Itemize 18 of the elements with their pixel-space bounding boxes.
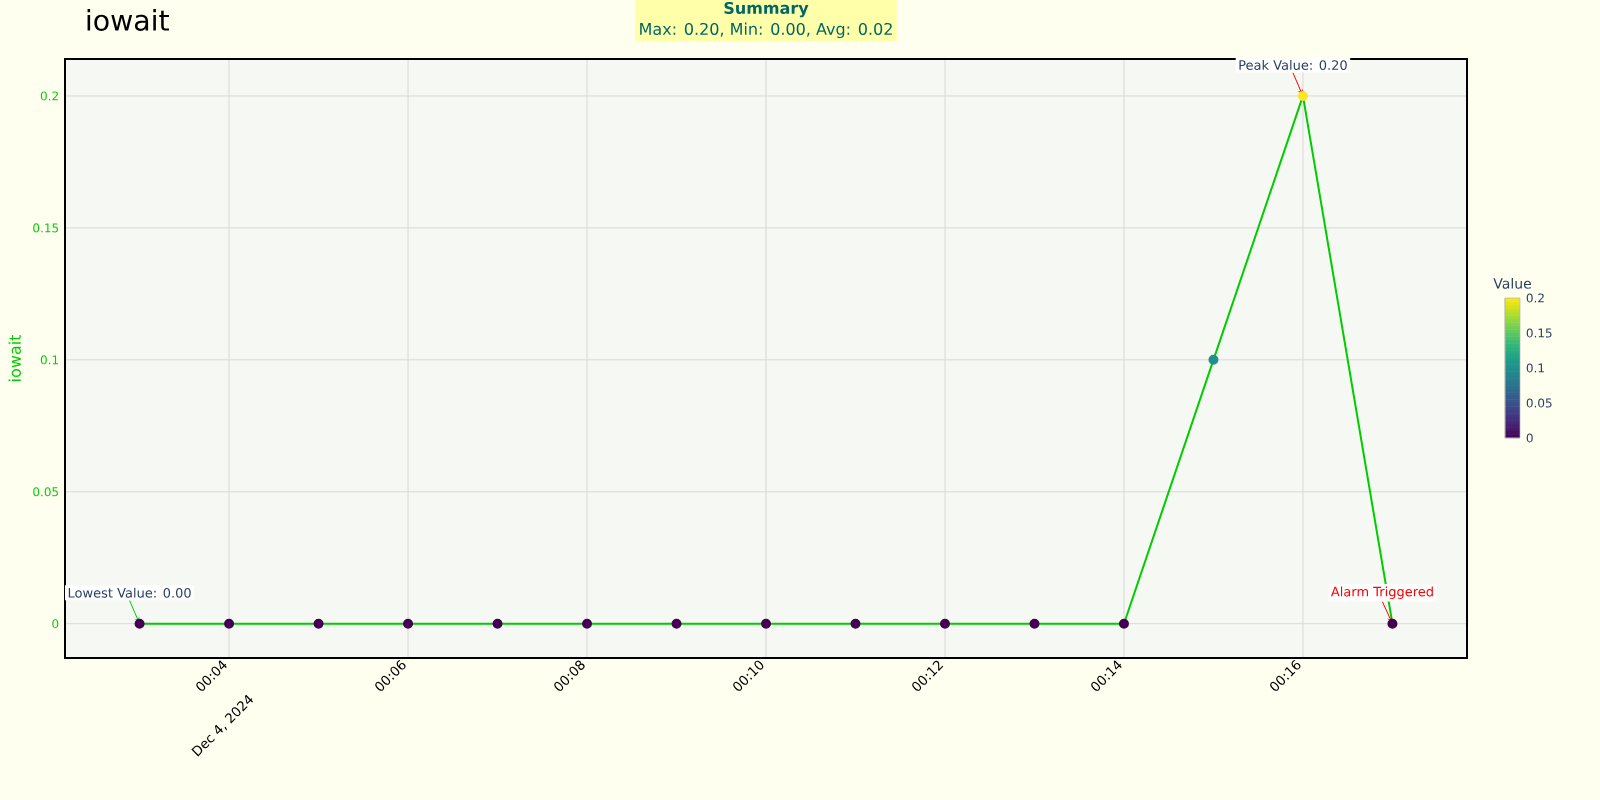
color-bar-label: 0: [1526, 433, 1533, 443]
color-bar-label: 0.15: [1526, 328, 1552, 338]
y-tick-label: 0.05: [33, 487, 59, 497]
y-tick-label: 0.1: [40, 355, 59, 365]
color-bar-label: 0.1: [1526, 363, 1544, 373]
annotation: Alarm Triggered: [1330, 586, 1433, 599]
text: Max: 0.20, Min: 0.00, Avg: 0.02: [640, 22, 892, 39]
annotation: Peak Value: 0.20: [1239, 59, 1347, 70]
y-tick-label: 0: [52, 619, 59, 629]
color-bar-title: Value: [1493, 277, 1531, 289]
y-tick-label: 0.2: [40, 91, 58, 101]
y-tick-label: 0.15: [33, 223, 59, 233]
annotation: Lowest Value: 0.00: [68, 587, 191, 598]
color-bar-label: 0.05: [1526, 398, 1552, 408]
y-axis-title: iowait: [8, 334, 21, 381]
chart-title: iowait: [87, 9, 169, 31]
text: Summary: [724, 1, 809, 18]
color-bar-label: 0.2: [1526, 293, 1544, 303]
